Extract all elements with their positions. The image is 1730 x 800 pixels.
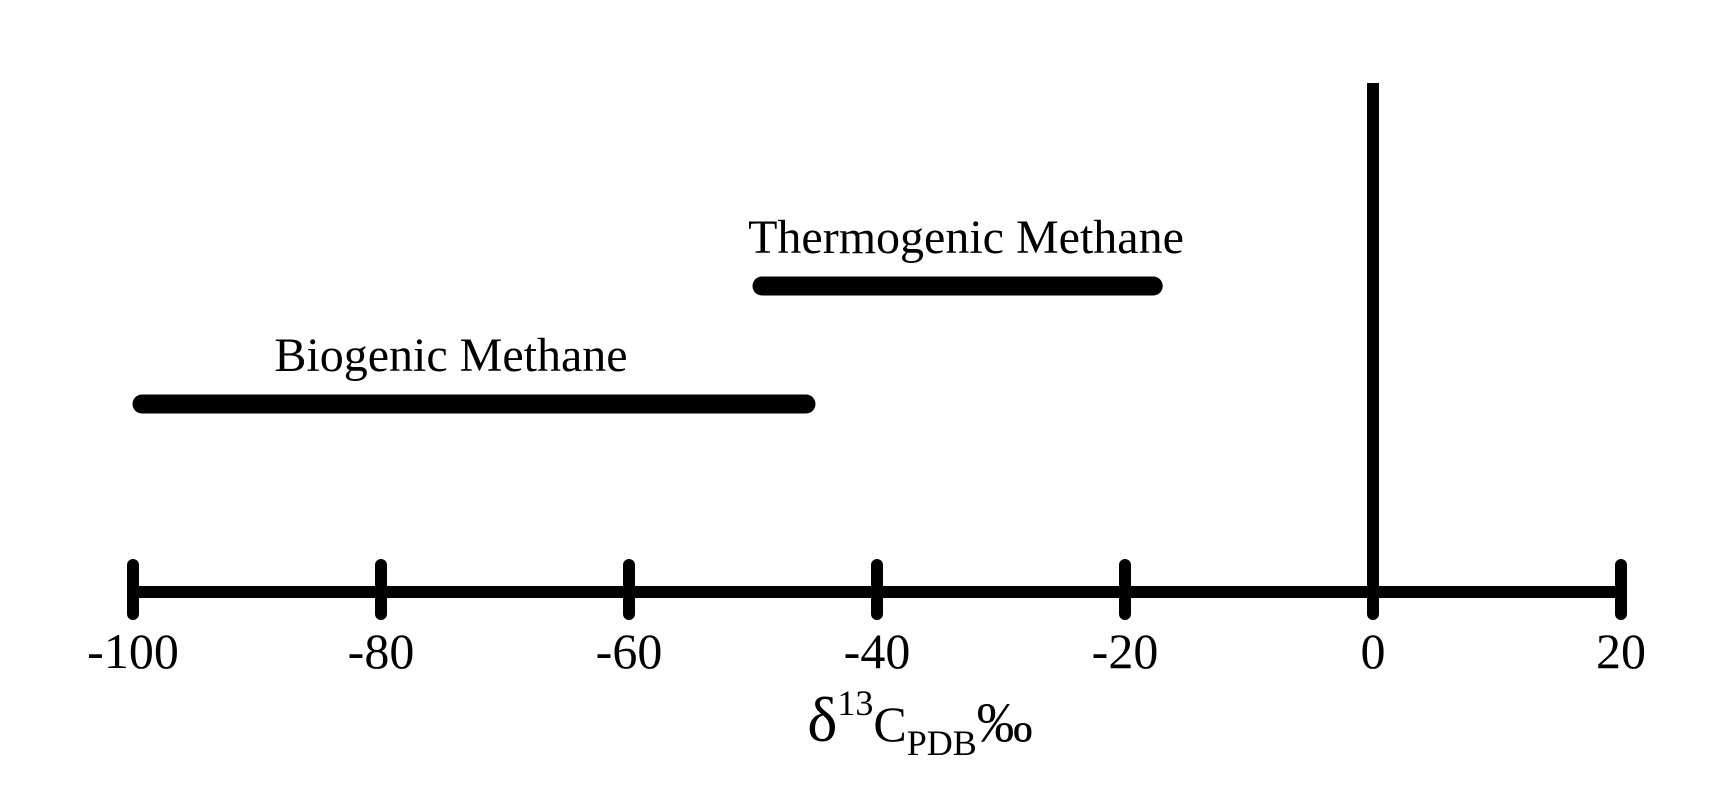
x-axis-label: δ13CPDB‰ xyxy=(807,683,1033,763)
x-tick-label: -20 xyxy=(1092,623,1159,679)
x-tick-label: -60 xyxy=(596,623,663,679)
x-tick-label: -80 xyxy=(348,623,415,679)
range-label: Biogenic Methane xyxy=(274,329,627,382)
x-tick-label: 0 xyxy=(1361,623,1386,679)
x-tick-label: -100 xyxy=(87,623,179,679)
range-label: Thermogenic Methane xyxy=(748,211,1184,264)
x-tick-label: 20 xyxy=(1596,623,1646,679)
x-tick-label: -40 xyxy=(844,623,911,679)
